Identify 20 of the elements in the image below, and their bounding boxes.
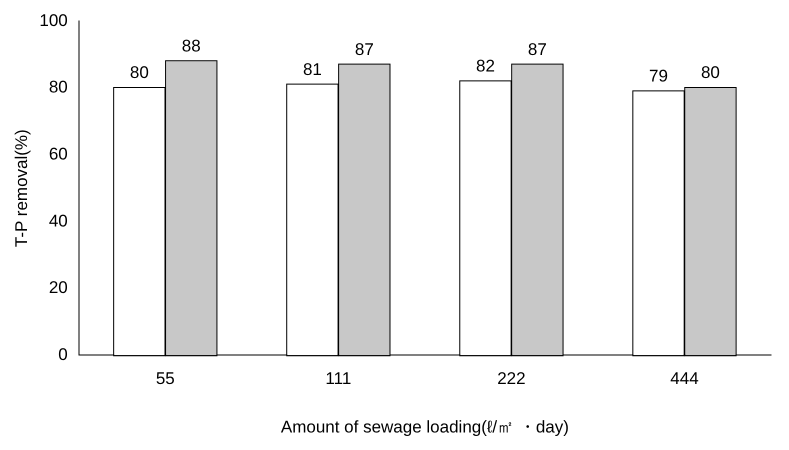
data-label: 88 — [182, 36, 201, 56]
data-label: 80 — [700, 63, 720, 82]
y-axis-title: T-P removal(%) — [12, 129, 31, 248]
x-tick-label: 111 — [325, 369, 352, 388]
y-tick-label: 100 — [39, 10, 68, 30]
data-label: 81 — [302, 60, 322, 79]
data-label: 79 — [649, 66, 668, 86]
x-tick-label: 444 — [670, 369, 699, 388]
data-label: 87 — [528, 40, 547, 59]
x-axis-title: Amount of sewage loading(ℓ/㎡ ・day) — [280, 417, 569, 436]
y-tick-label: 0 — [58, 344, 68, 364]
y-tick-label: 40 — [48, 211, 68, 230]
y-tick-label: 80 — [48, 78, 68, 97]
x-tick-label: 222 — [497, 369, 526, 388]
data-label: 80 — [130, 63, 149, 82]
y-tick-label: 20 — [48, 278, 68, 298]
y-tick-label: 60 — [48, 144, 68, 164]
x-tick-label: 55 — [156, 369, 175, 388]
data-label: 82 — [476, 56, 495, 76]
data-label: 87 — [354, 40, 374, 59]
